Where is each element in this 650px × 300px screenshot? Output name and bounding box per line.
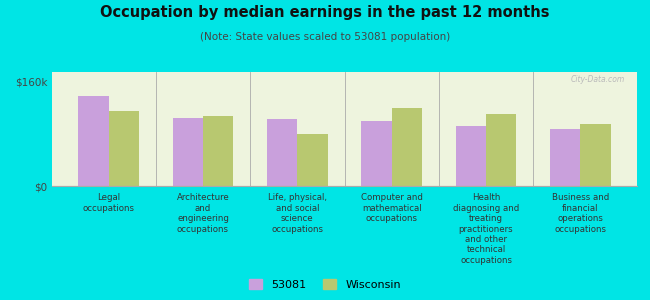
Bar <box>361 121 392 186</box>
Text: Computer and
mathematical
occupations: Computer and mathematical occupations <box>361 194 423 223</box>
Bar <box>267 119 297 186</box>
Text: City-Data.com: City-Data.com <box>571 75 625 84</box>
Bar <box>297 134 328 186</box>
Text: Business and
financial
operations
occupations: Business and financial operations occupa… <box>552 194 609 234</box>
Text: Life, physical,
and social
science
occupations: Life, physical, and social science occup… <box>268 194 327 234</box>
Bar <box>173 118 203 186</box>
Bar <box>203 116 233 186</box>
Bar <box>486 114 516 186</box>
Text: Occupation by median earnings in the past 12 months: Occupation by median earnings in the pas… <box>100 4 550 20</box>
Legend: 53081, Wisconsin: 53081, Wisconsin <box>244 275 406 294</box>
Bar <box>392 108 422 186</box>
Text: Legal
occupations: Legal occupations <box>83 194 135 213</box>
Text: Health
diagnosing and
treating
practitioners
and other
technical
occupations: Health diagnosing and treating practitio… <box>453 194 519 265</box>
Bar <box>79 96 109 186</box>
Bar <box>456 126 486 186</box>
Bar <box>580 124 610 186</box>
Bar <box>109 111 139 186</box>
Text: Architecture
and
engineering
occupations: Architecture and engineering occupations <box>177 194 229 234</box>
Text: (Note: State values scaled to 53081 population): (Note: State values scaled to 53081 popu… <box>200 32 450 41</box>
Bar <box>550 129 580 186</box>
